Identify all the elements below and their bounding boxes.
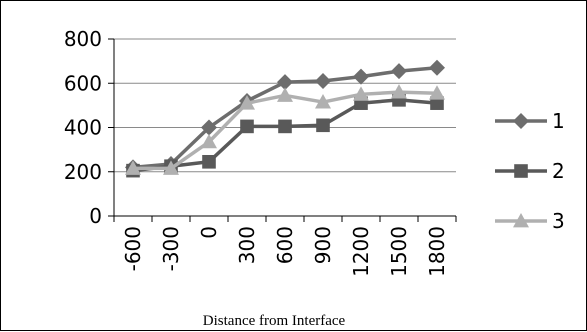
data-point-3 [277, 87, 293, 102]
x-axis-title: Distance from Interface [203, 313, 346, 329]
data-point-1 [201, 119, 217, 136]
y-tick-label: 0 [89, 204, 102, 228]
series-group [125, 59, 445, 178]
series-3 [125, 84, 445, 175]
data-point-1 [429, 59, 445, 76]
legend-label: 3 [552, 209, 565, 233]
data-point-1 [277, 74, 293, 91]
series-1 [125, 59, 445, 176]
data-point-2 [240, 119, 254, 134]
legend-item-3: 3 [495, 209, 565, 233]
data-point-3 [353, 86, 369, 101]
legend-item-1: 1 [495, 109, 565, 133]
data-point-1 [391, 63, 407, 80]
data-point-3 [201, 133, 217, 149]
x-tick-label: 1500 [387, 226, 411, 277]
data-point-2 [430, 96, 444, 110]
y-tick-label: 200 [64, 160, 102, 184]
legend-label: 1 [552, 109, 565, 133]
data-point-3 [429, 85, 445, 100]
data-point-3 [315, 94, 331, 109]
data-point-3 [391, 84, 407, 99]
legend-label: 2 [552, 159, 565, 183]
y-tick-label: 400 [64, 116, 102, 140]
data-point-2 [202, 154, 216, 169]
axes [108, 38, 457, 222]
series-2 [126, 93, 444, 178]
x-axis-ticks: -600 -300 0 300 600 900 1200 1500 1800 [121, 226, 449, 277]
y-tick-label: 600 [64, 71, 102, 95]
x-tick-label: 1200 [349, 226, 373, 277]
legend-marker [514, 164, 528, 178]
data-point-3 [125, 160, 141, 175]
series-line-2 [132, 98, 438, 173]
x-tick-label: -300 [159, 226, 183, 271]
y-tick-label: 800 [64, 27, 102, 51]
legend-item-2: 2 [495, 159, 565, 183]
y-axis-ticks: 0 200 400 600 800 [64, 27, 102, 228]
data-point-1 [353, 68, 369, 85]
data-point-1 [315, 73, 331, 90]
x-tick-label: 300 [235, 226, 259, 264]
legend-marker [513, 213, 529, 228]
legend-marker [513, 113, 529, 129]
x-tick-label: 900 [311, 226, 335, 264]
x-tick-label: 600 [273, 226, 297, 264]
data-point-3 [163, 160, 179, 175]
legend: 1 2 3 [495, 109, 565, 233]
data-point-2 [278, 119, 292, 134]
x-tick-label: -600 [121, 226, 145, 271]
data-point-3 [239, 95, 255, 110]
x-tick-label: 0 [197, 226, 221, 239]
data-point-2 [316, 118, 330, 133]
x-tick-label: 1800 [425, 226, 449, 277]
